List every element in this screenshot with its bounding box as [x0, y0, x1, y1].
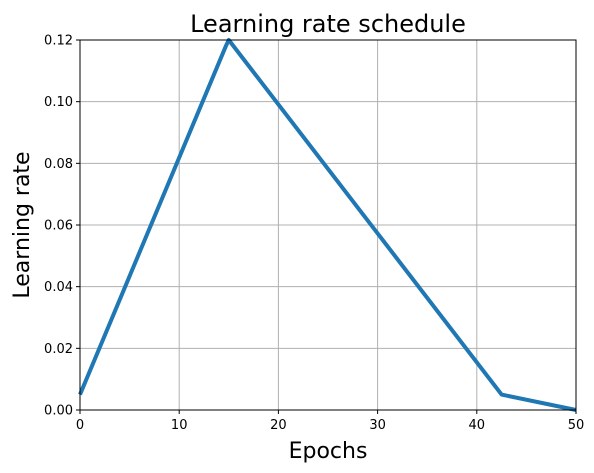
- x-tick-label: 40: [469, 418, 486, 433]
- y-tick-label: 0.04: [44, 280, 73, 295]
- y-tick-label: 0.10: [44, 95, 73, 110]
- x-tick-label: 0: [76, 418, 84, 433]
- x-tick-label: 50: [568, 418, 585, 433]
- y-tick-label: 0.08: [44, 157, 73, 172]
- x-tick-label: 20: [270, 418, 287, 433]
- chart-title: Learning rate schedule: [190, 10, 466, 38]
- grid: [79, 39, 577, 411]
- x-tick-label: 10: [171, 418, 188, 433]
- y-tick-label: 0.12: [44, 34, 73, 49]
- x-axis-label: Epochs: [289, 439, 368, 464]
- axis-ticks: 0 10 20 30 40 50 0.00 0.02 0.04 0.06 0.08 0.10 0.12: [44, 34, 584, 434]
- y-axis-label: Learning rate: [10, 151, 35, 298]
- y-tick-label: 0.00: [44, 404, 73, 419]
- x-tick-label: 30: [369, 418, 386, 433]
- y-tick-label: 0.02: [44, 342, 73, 357]
- y-tick-label: 0.06: [44, 219, 73, 234]
